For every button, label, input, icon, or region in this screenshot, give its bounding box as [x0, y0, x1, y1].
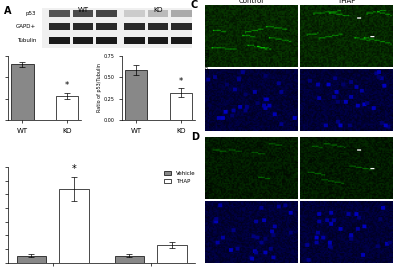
FancyBboxPatch shape [49, 10, 70, 17]
Text: *: * [72, 164, 76, 174]
Text: A: A [4, 6, 12, 16]
Title: THAP: THAP [337, 0, 355, 3]
FancyBboxPatch shape [148, 37, 168, 43]
FancyBboxPatch shape [96, 23, 117, 30]
Bar [16, 256, 46, 263]
FancyBboxPatch shape [124, 37, 145, 43]
FancyBboxPatch shape [96, 37, 117, 43]
Title: Control: Control [238, 0, 264, 3]
FancyBboxPatch shape [124, 10, 145, 17]
FancyBboxPatch shape [49, 37, 70, 43]
Text: WT: WT [77, 7, 88, 13]
Bar [56, 96, 78, 120]
Text: P53 KO: P53 KO [206, 178, 211, 197]
Bar [11, 64, 34, 120]
Text: *: * [65, 81, 69, 90]
FancyBboxPatch shape [96, 10, 117, 17]
Text: Tubulin: Tubulin [17, 38, 36, 43]
FancyBboxPatch shape [73, 37, 93, 43]
FancyBboxPatch shape [148, 23, 168, 30]
FancyBboxPatch shape [171, 23, 192, 30]
Text: KO: KO [153, 7, 163, 13]
FancyBboxPatch shape [49, 23, 70, 30]
Legend: Vehicle, THAP: Vehicle, THAP [163, 170, 196, 185]
Bar [115, 256, 144, 263]
Text: *: * [179, 77, 183, 86]
Text: P53 WT: P53 WT [206, 49, 211, 69]
FancyBboxPatch shape [124, 23, 145, 30]
Bar [125, 70, 148, 120]
Bar [157, 245, 187, 263]
FancyBboxPatch shape [73, 10, 93, 17]
FancyBboxPatch shape [171, 37, 192, 43]
Y-axis label: Ratio of p53/Tubulin: Ratio of p53/Tubulin [97, 64, 102, 112]
FancyBboxPatch shape [148, 10, 168, 17]
FancyBboxPatch shape [73, 23, 93, 30]
FancyBboxPatch shape [42, 8, 192, 48]
Bar [170, 92, 192, 120]
Text: D: D [191, 132, 199, 142]
Text: GAPD+: GAPD+ [16, 24, 36, 29]
Text: C: C [191, 1, 198, 10]
Bar [59, 189, 88, 263]
Text: p53: p53 [26, 11, 36, 16]
FancyBboxPatch shape [171, 10, 192, 17]
